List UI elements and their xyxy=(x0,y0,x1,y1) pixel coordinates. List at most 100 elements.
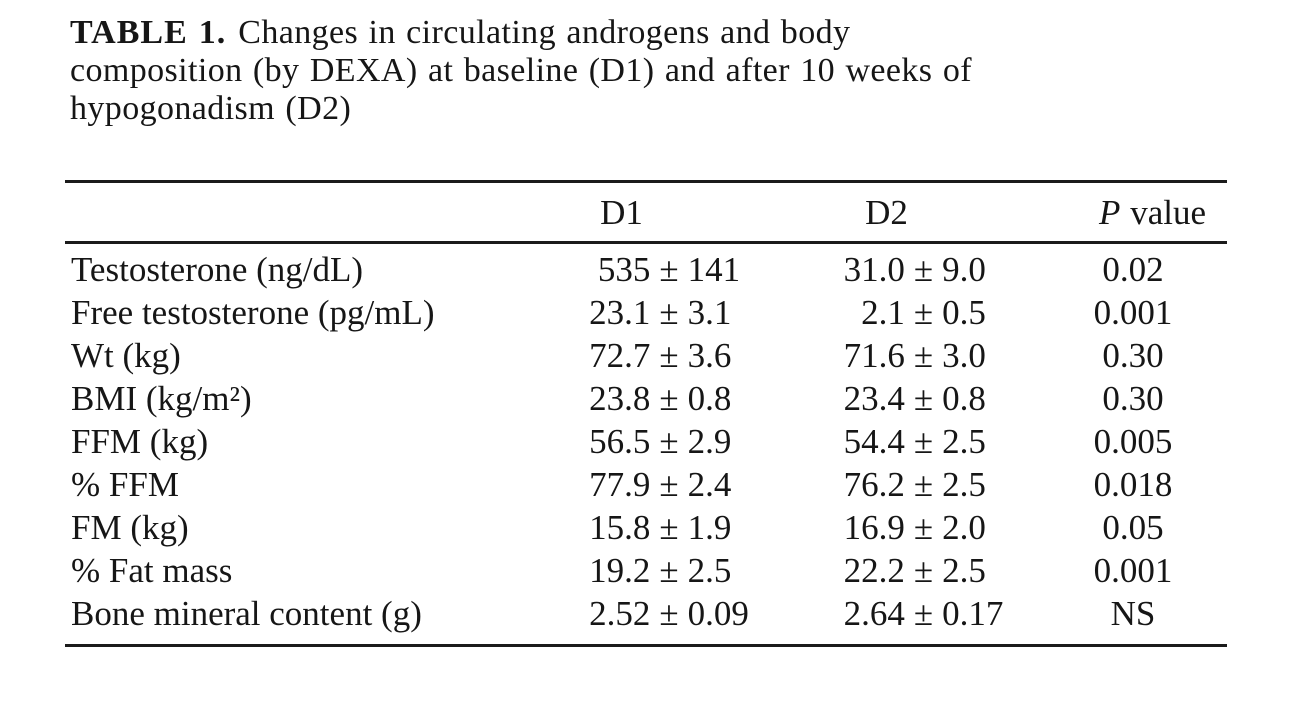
row-label: Free testosterone (pg/mL) xyxy=(71,293,435,332)
d2-cell: 23.4 ±0.8 xyxy=(777,377,1039,420)
d2-mean: 54.4 xyxy=(843,422,905,461)
d1-cell: 72.7 ±3.6 xyxy=(565,334,777,377)
d1-cell: 56.5 ±2.9 xyxy=(565,420,777,463)
d1-cell: 77.9 ±2.4 xyxy=(565,463,777,506)
d1-sd: 3.1 xyxy=(687,293,732,332)
plus-minus-icon: ± xyxy=(659,293,679,332)
row-label: Bone mineral content (g) xyxy=(71,594,422,633)
d2-cell: 54.4 ±2.5 xyxy=(777,420,1039,463)
d1-sd: 141 xyxy=(687,250,741,289)
p-value-cell: 0.001 xyxy=(1093,293,1173,332)
d2-sd: 2.0 xyxy=(942,508,986,547)
d2-sd: 0.8 xyxy=(942,379,986,418)
p-value-cell: NS xyxy=(1110,594,1156,633)
d1-cell: 19.2 ±2.5 xyxy=(565,549,777,592)
d1-sd: 3.6 xyxy=(687,336,732,375)
plus-minus-icon: ± xyxy=(913,422,934,461)
caption-line3: hypogonadism (D2) xyxy=(70,90,352,127)
d2-sd: 2.5 xyxy=(942,551,986,590)
d1-cell: 23.8 ±0.8 xyxy=(565,377,777,420)
p-value-cell: 0.001 xyxy=(1093,551,1173,590)
row-label: % FFM xyxy=(71,465,179,504)
d2-sd: 2.5 xyxy=(942,422,986,461)
d2-cell: 22.2 ±2.5 xyxy=(777,549,1039,592)
header-parameter xyxy=(65,181,565,244)
caption-line1: Changes in circulating androgens and bod… xyxy=(238,14,851,51)
table-row: Free testosterone (pg/mL) 23.1 ±3.1 2.1 ±0… xyxy=(65,291,1227,334)
header-d1: D1 xyxy=(565,181,777,244)
table-row: BMI (kg/m²) 23.8 ±0.8 23.4 ±0.8 0.30 xyxy=(65,377,1227,420)
p-symbol: P xyxy=(1099,193,1121,232)
plus-minus-icon: ± xyxy=(913,551,934,590)
d1-mean: 72.7 xyxy=(589,336,651,375)
d1-mean: 23.1 xyxy=(589,293,651,332)
plus-minus-icon: ± xyxy=(913,508,934,547)
plus-minus-icon: ± xyxy=(913,293,934,332)
table-body: Testosterone (ng/dL) 535 ±141 31.0 ±9.0 0.… xyxy=(65,243,1227,646)
d1-sd: 0.09 xyxy=(687,594,749,633)
d2-mean: 22.2 xyxy=(843,551,905,590)
plus-minus-icon: ± xyxy=(913,336,934,375)
d1-mean: 19.2 xyxy=(589,551,651,590)
p-value-cell: 0.05 xyxy=(1102,508,1164,547)
d2-mean: 31.0 xyxy=(843,250,905,289)
d2-cell: 2.64 ±0.17 xyxy=(777,592,1039,646)
header-d2: D2 xyxy=(777,181,1039,244)
row-label: % Fat mass xyxy=(71,551,233,590)
p-value-cell: 0.02 xyxy=(1102,250,1164,289)
plus-minus-icon: ± xyxy=(659,594,679,633)
plus-minus-icon: ± xyxy=(913,465,934,504)
d2-sd: 0.17 xyxy=(942,594,1004,633)
table-row: FFM (kg) 56.5 ±2.9 54.4 ±2.5 0.005 xyxy=(65,420,1227,463)
table-row: Bone mineral content (g) 2.52 ±0.09 2.64 ±… xyxy=(65,592,1227,646)
d2-mean: 2.1 xyxy=(861,293,905,332)
plus-minus-icon: ± xyxy=(659,250,679,289)
d2-cell: 76.2 ±2.5 xyxy=(777,463,1039,506)
row-label: Wt (kg) xyxy=(71,336,181,375)
d2-mean: 23.4 xyxy=(843,379,905,418)
table-row: Testosterone (ng/dL) 535 ±141 31.0 ±9.0 0.… xyxy=(65,243,1227,292)
plus-minus-icon: ± xyxy=(913,594,934,633)
caption-line2: composition (by DEXA) at baseline (D1) a… xyxy=(70,52,972,89)
plus-minus-icon: ± xyxy=(659,422,679,461)
d2-sd: 0.5 xyxy=(942,293,986,332)
d1-cell: 535 ±141 xyxy=(565,243,777,292)
row-label: FM (kg) xyxy=(71,508,189,547)
table-number: TABLE 1. xyxy=(70,14,227,51)
p-value-cell: 0.30 xyxy=(1102,379,1164,418)
p-value-word: value xyxy=(1130,193,1206,232)
d2-cell: 16.9 ±2.0 xyxy=(777,506,1039,549)
row-label: BMI (kg/m²) xyxy=(71,379,252,418)
row-label: FFM (kg) xyxy=(71,422,209,461)
plus-minus-icon: ± xyxy=(659,465,679,504)
table-row: % Fat mass 19.2 ±2.5 22.2 ±2.5 0.001 xyxy=(65,549,1227,592)
d2-sd: 3.0 xyxy=(942,336,986,375)
plus-minus-icon: ± xyxy=(659,379,679,418)
d1-cell: 2.52 ±0.09 xyxy=(565,592,777,646)
p-value-cell: 0.30 xyxy=(1102,336,1164,375)
d2-mean: 16.9 xyxy=(843,508,905,547)
table-row: % FFM 77.9 ±2.4 76.2 ±2.5 0.018 xyxy=(65,463,1227,506)
d1-sd: 0.8 xyxy=(687,379,732,418)
d1-mean: 535 xyxy=(597,250,651,289)
p-value-cell: 0.018 xyxy=(1093,465,1173,504)
d2-mean: 76.2 xyxy=(843,465,905,504)
plus-minus-icon: ± xyxy=(659,508,679,547)
plus-minus-icon: ± xyxy=(659,336,679,375)
table-caption: TABLE 1. Changes in circulating androgens… xyxy=(70,14,1200,128)
d1-sd: 2.9 xyxy=(687,422,732,461)
d2-mean: 2.64 xyxy=(843,594,905,633)
table-row: Wt (kg) 72.7 ±3.6 71.6 ±3.0 0.30 xyxy=(65,334,1227,377)
d1-mean: 77.9 xyxy=(589,465,651,504)
d2-cell: 31.0 ±9.0 xyxy=(777,243,1039,292)
d2-sd: 2.5 xyxy=(942,465,986,504)
d1-cell: 23.1 ±3.1 xyxy=(565,291,777,334)
plus-minus-icon: ± xyxy=(913,250,934,289)
plus-minus-icon: ± xyxy=(913,379,934,418)
d1-mean: 23.8 xyxy=(589,379,651,418)
d1-sd: 2.4 xyxy=(687,465,732,504)
